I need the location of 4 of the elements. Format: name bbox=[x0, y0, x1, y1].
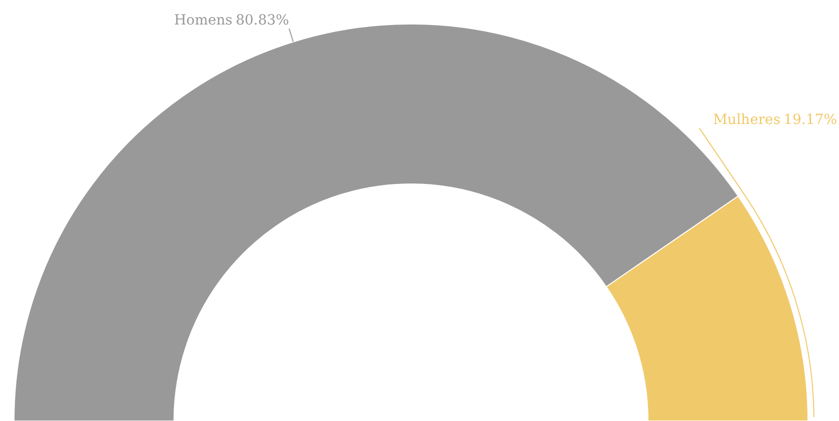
data-label: 19.17% bbox=[784, 112, 837, 128]
slice-label: Homens bbox=[174, 12, 232, 28]
data-label: 80.83% bbox=[236, 12, 290, 28]
slice-label: Mulheres bbox=[713, 112, 780, 128]
